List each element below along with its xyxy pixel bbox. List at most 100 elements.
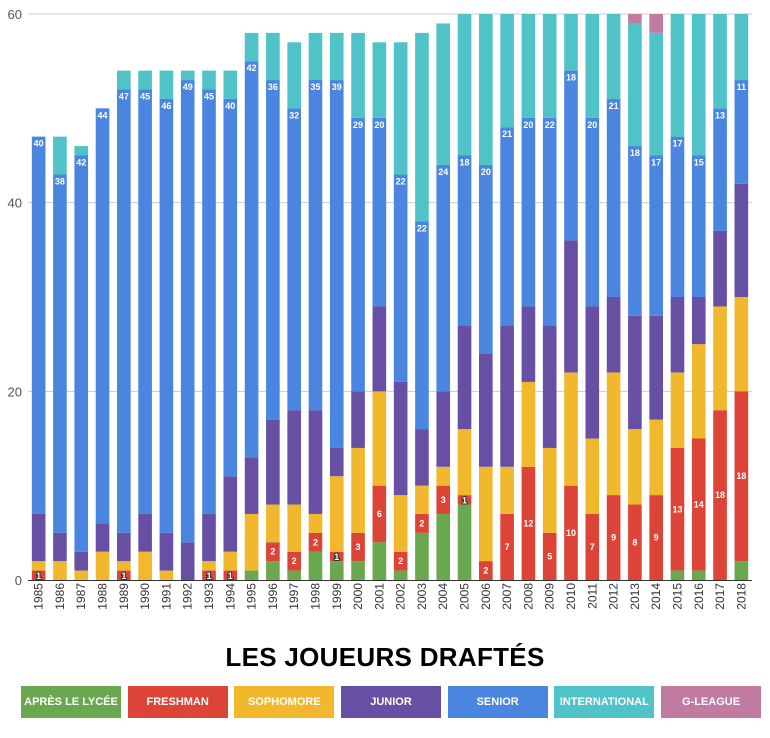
data-label-senior: 18 [566, 73, 576, 83]
bar-segment-sophomore [628, 429, 642, 505]
bar-segment-junior [117, 532, 131, 562]
bar-segment-junior [457, 325, 472, 430]
bar-segment-freshman [436, 485, 451, 514]
data-label-freshman: 12 [523, 518, 533, 528]
data-label-freshman: 2 [398, 556, 403, 566]
bar-segment-sophomore [521, 381, 536, 467]
bars [31, 14, 749, 580]
bar-segment-senior [436, 164, 451, 392]
data-label-freshman: 7 [505, 542, 510, 552]
bar-segment-junior [308, 410, 323, 514]
bar-segment-senior [351, 117, 365, 392]
bar-segment-gleague [628, 14, 642, 24]
x-tick-label: 2009 [543, 583, 557, 610]
x-tick-label: 1989 [117, 583, 131, 610]
bar-segment-freshman [415, 513, 429, 533]
data-label-senior: 39 [332, 82, 342, 92]
bar-segment-senior [415, 221, 429, 430]
bar-segment-sophomore [393, 495, 408, 552]
bar-segment-freshman [479, 561, 493, 580]
data-label-freshman: 2 [270, 547, 275, 557]
data-label-freshman: 1 [334, 552, 339, 562]
bar-segment-senior [691, 155, 706, 297]
bar-segment-apres_lycee [457, 504, 472, 580]
bar-segment-junior [649, 315, 663, 420]
bar-segment-junior [436, 391, 451, 467]
bar-segment-international [436, 23, 451, 165]
bar-segment-junior [138, 513, 152, 552]
bar-segment-junior [74, 551, 89, 571]
bar-segment-sophomore [351, 447, 365, 533]
bar-segment-international [308, 32, 323, 81]
bar-segment-senior [457, 155, 472, 326]
bar-segment-international [266, 32, 280, 81]
bar-segment-sophomore [691, 344, 706, 439]
bar-segment-senior [670, 136, 685, 297]
bar-segment-freshman [457, 495, 472, 505]
bar-segment-junior [202, 513, 216, 562]
x-tick-label: 2005 [458, 583, 472, 610]
x-tick-label: 2002 [394, 583, 408, 610]
bar-segment-freshman [351, 532, 365, 562]
bar-segment-apres_lycee [329, 561, 344, 580]
data-label-freshman: 1 [462, 496, 467, 506]
bar-segment-international [287, 42, 301, 109]
bar-segment-international [479, 14, 493, 165]
data-label-freshman: 14 [694, 500, 704, 510]
bar-segment-senior [138, 89, 152, 514]
data-label-senior: 45 [204, 91, 214, 101]
y-tick-label: 20 [8, 384, 22, 399]
bar-segment-freshman [266, 542, 280, 562]
x-tick-label: 1985 [32, 583, 46, 610]
bar-segment-junior [585, 306, 600, 439]
data-label-senior: 38 [55, 176, 65, 186]
bar-segment-junior [564, 240, 578, 373]
bar-segment-international [670, 14, 685, 137]
bar-segment-junior [628, 315, 642, 430]
data-label-freshman: 1 [36, 571, 41, 581]
bar-segment-sophomore [585, 438, 600, 514]
data-label-senior: 46 [161, 101, 171, 111]
bar-segment-sophomore [436, 466, 451, 486]
data-label-senior: 22 [545, 120, 555, 130]
legend-item-freshman: FRESHMAN [127, 686, 228, 718]
bar-segment-international [415, 32, 429, 222]
bar-segment-sophomore [372, 391, 387, 486]
bar-segment-apres_lycee [244, 570, 259, 580]
bar-segment-apres_lycee [393, 570, 408, 580]
data-label-freshman: 2 [419, 518, 424, 528]
bar-segment-sophomore [31, 561, 46, 571]
x-tick-label: 1997 [287, 583, 301, 610]
bar-segment-senior [393, 174, 408, 382]
bar-segment-junior [670, 297, 685, 373]
data-label-freshman: 2 [292, 556, 297, 566]
bar-segment-sophomore [713, 306, 727, 411]
bar-segment-international [393, 42, 408, 175]
x-tick-label: 2013 [628, 583, 642, 610]
bar-segment-freshman [564, 485, 578, 580]
bar-segment-international [223, 70, 238, 99]
data-label-senior: 20 [523, 120, 533, 130]
bar-segment-sophomore [308, 513, 323, 533]
bar-segment-sophomore [202, 561, 216, 571]
bar-segment-international [138, 70, 152, 90]
bar-segment-senior [564, 70, 578, 241]
bar-segment-junior [95, 523, 110, 552]
data-label-senior: 36 [268, 82, 278, 92]
x-tick-label: 2010 [564, 583, 578, 610]
data-label-freshman: 1 [228, 571, 233, 581]
bar-segment-senior [117, 89, 131, 533]
bar-segment-senior [308, 80, 323, 411]
data-label-freshman: 6 [377, 509, 382, 519]
bar-segment-freshman [500, 513, 514, 580]
bar-segment-international [117, 70, 131, 90]
data-label-freshman: 8 [632, 537, 637, 547]
x-tick-label: 1992 [181, 583, 195, 610]
bar-segment-apres_lycee [734, 561, 749, 580]
bar-segment-sophomore [415, 485, 429, 514]
x-tick-label: 2016 [692, 583, 706, 610]
bar-segment-junior [223, 476, 238, 552]
bar-segment-freshman [223, 570, 238, 580]
data-label-senior: 22 [417, 224, 427, 234]
data-label-senior: 42 [76, 158, 86, 168]
